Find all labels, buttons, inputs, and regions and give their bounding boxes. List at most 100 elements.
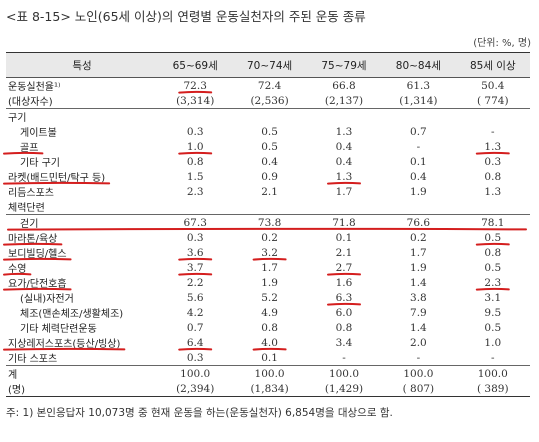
- value-cell: 0.1: [335, 231, 353, 244]
- value-cell: ( 389): [455, 381, 530, 397]
- value-cell: 66.8: [306, 77, 382, 93]
- value-cell: [158, 199, 232, 215]
- value-cell: 1.9: [261, 276, 278, 289]
- column-header: 75~79세: [306, 52, 382, 78]
- value-cell: (2,536): [250, 94, 289, 107]
- value-cell: 0.3: [186, 351, 204, 364]
- table-row: 수영 3.7 1.7 2.7 1.9 0.5: [6, 260, 530, 276]
- value-cell: 1.9: [410, 261, 427, 274]
- value-cell: 72.3: [158, 77, 233, 93]
- value-cell: 50.4: [455, 77, 530, 93]
- column-header: 특성: [6, 52, 158, 78]
- value-cell: 1.7: [261, 261, 278, 274]
- value-cell: -: [416, 351, 421, 364]
- row-label: (대상자수): [8, 97, 53, 108]
- value-cell: 1.7: [410, 246, 427, 259]
- value-cell: (1,314): [399, 94, 438, 107]
- value-cell: 73.8: [232, 214, 307, 230]
- value-cell: 1.5: [186, 170, 204, 183]
- row-label: 마라톤/육상: [8, 234, 58, 245]
- unit-label: (단위: %, 명): [473, 38, 531, 49]
- value-cell: 76.6: [381, 214, 456, 230]
- column-header: 80~84세: [381, 52, 456, 78]
- value-cell: 4.0: [261, 336, 278, 349]
- value-cell: 1.7: [335, 185, 353, 198]
- value-cell: 0.4: [261, 155, 278, 168]
- value-cell: (1,834): [232, 381, 307, 397]
- value-cell: [381, 108, 456, 124]
- value-cell: 2.7: [335, 261, 353, 274]
- table-header: 특성 65~69세 70~74세 75~79세 80~84세 85세 이상: [6, 52, 530, 78]
- value-cell: 0.5: [484, 261, 502, 274]
- row-label: 계: [6, 365, 158, 381]
- value-cell: 0.1: [410, 155, 427, 168]
- row-label: 보디빌딩/헬스: [8, 249, 67, 260]
- value-cell: 4.2: [186, 306, 204, 319]
- table-row: (명) (2,394) (1,834) (1,429)( 807)( 389): [6, 381, 530, 397]
- value-cell: 5.6: [186, 291, 204, 304]
- row-label: 게이트볼: [20, 128, 57, 139]
- value-cell: 0.4: [335, 140, 353, 153]
- row-label: 구기: [6, 108, 158, 124]
- value-cell: 0.5: [261, 125, 278, 138]
- value-cell: (1,429): [306, 381, 382, 397]
- value-cell: 1.4: [410, 321, 427, 334]
- table-row: 계 100.0 100.0 100.0 100.0 100.0: [6, 365, 530, 381]
- value-cell: 3.7: [186, 261, 204, 274]
- table-row: 운동실천율¹⁾ 72.3 72.4 66.8 61.3 50.4: [6, 77, 530, 93]
- data-table: 특성 65~69세 70~74세 75~79세 80~84세 85세 이상 운동실천율¹⁾…: [6, 52, 530, 397]
- value-cell: 0.5: [484, 321, 502, 334]
- value-cell: 3.8: [410, 291, 427, 304]
- value-cell: [232, 199, 306, 215]
- value-cell: [232, 108, 307, 124]
- value-cell: 0.4: [410, 170, 427, 183]
- value-cell: 7.9: [410, 306, 427, 319]
- value-cell: 1.3: [335, 125, 353, 138]
- value-cell: 2.2: [186, 276, 204, 289]
- row-label: 체력단련: [8, 203, 45, 214]
- value-cell: 0.1: [261, 351, 278, 364]
- value-cell: 0.7: [410, 125, 427, 138]
- value-cell: 0.2: [410, 231, 427, 244]
- value-cell: 100.0: [381, 365, 456, 381]
- value-cell: 61.3: [381, 77, 456, 93]
- table-row: 기타 구기 0.8 0.4 0.4 0.1 0.3: [6, 154, 530, 170]
- table-body: 운동실천율¹⁾ 72.3 72.4 66.8 61.3 50.4 (대상자수) (3,314)…: [6, 77, 530, 397]
- value-cell: 0.4: [335, 155, 353, 168]
- value-cell: 2.3: [484, 276, 502, 289]
- value-cell: 3.4: [335, 336, 353, 349]
- value-cell: 67.3: [158, 214, 233, 230]
- value-cell: 0.8: [335, 321, 353, 334]
- value-cell: -: [416, 140, 421, 153]
- value-cell: 0.7: [186, 321, 204, 334]
- value-cell: 0.3: [186, 125, 204, 138]
- value-cell: 0.5: [484, 231, 502, 244]
- value-cell: 1.0: [186, 140, 204, 153]
- table-row: 게이트볼 0.3 0.5 1.3 0.7 -: [6, 124, 530, 140]
- value-cell: 0.2: [261, 231, 278, 244]
- value-cell: 6.3: [335, 291, 353, 304]
- row-label: (명): [6, 381, 158, 397]
- value-cell: 3.1: [484, 291, 502, 304]
- value-cell: -: [342, 351, 346, 364]
- value-cell: 0.3: [186, 231, 204, 244]
- value-cell: 3.2: [261, 246, 278, 259]
- column-header: 70~74세: [232, 52, 307, 78]
- value-cell: -: [491, 351, 495, 364]
- row-label: 체조(맨손체조/생활체조): [20, 309, 124, 320]
- value-cell: 78.1: [455, 214, 530, 230]
- row-label: 수영: [8, 264, 27, 275]
- value-cell: 2.3: [186, 185, 204, 198]
- value-cell: 4.9: [261, 306, 278, 319]
- value-cell: 3.6: [186, 246, 204, 259]
- value-cell: 100.0: [306, 365, 382, 381]
- value-cell: [381, 199, 455, 215]
- table-row: 라켓(배드민턴/탁구 등) 1.5 0.9 1.3 0.4 0.8: [6, 169, 530, 185]
- value-cell: 1.9: [410, 185, 427, 198]
- header-row: 특성 65~69세 70~74세 75~79세 80~84세 85세 이상: [6, 52, 530, 78]
- value-cell: 5.2: [261, 291, 278, 304]
- value-cell: (2,394): [158, 381, 233, 397]
- table-row: 체력단련: [6, 199, 530, 215]
- row-label: 리듬스포츠: [8, 188, 54, 199]
- value-cell: 9.5: [484, 306, 502, 319]
